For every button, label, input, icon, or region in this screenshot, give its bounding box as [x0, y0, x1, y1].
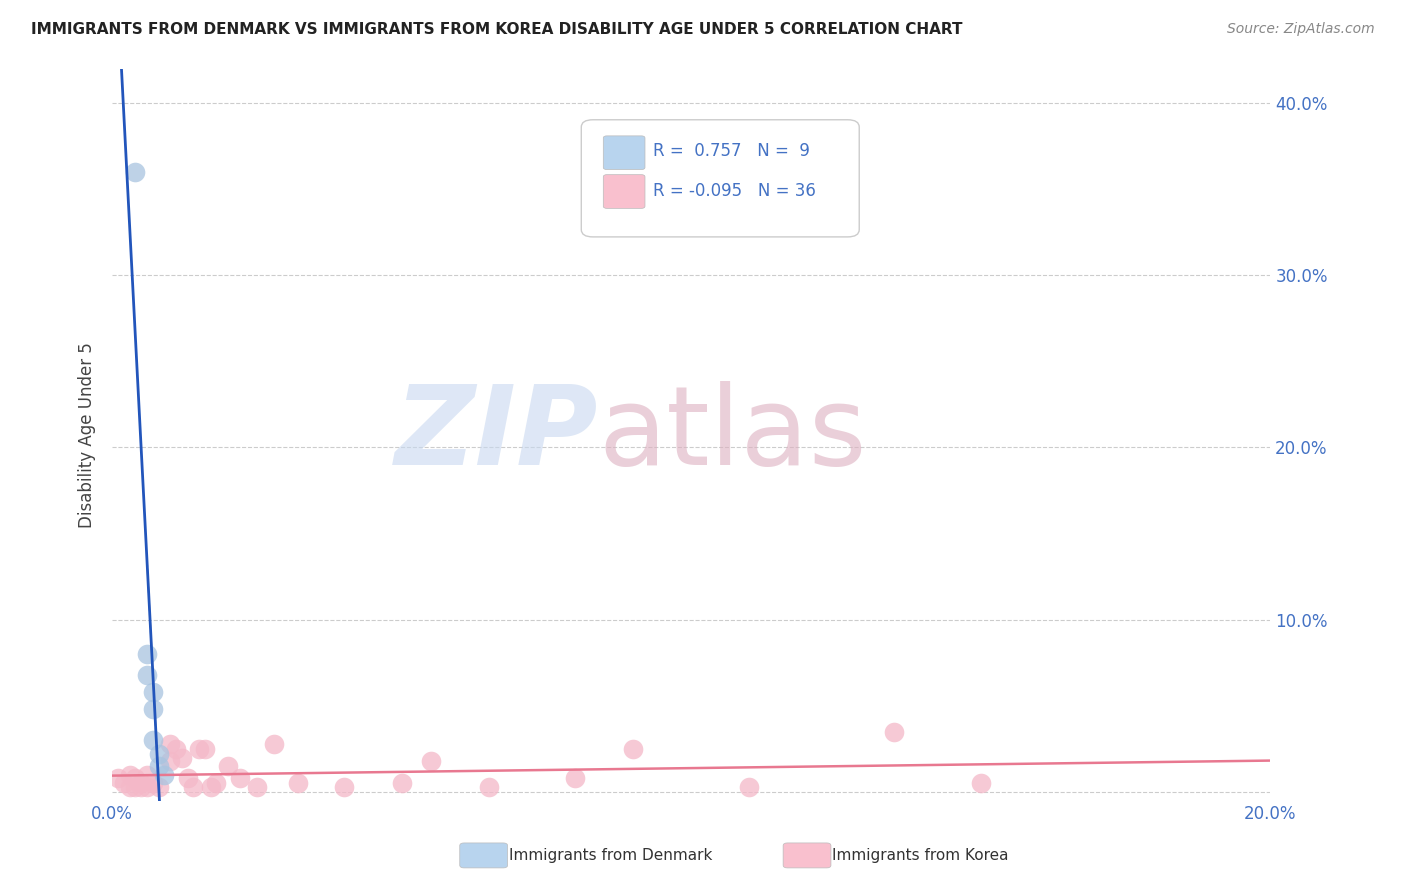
Text: Source: ZipAtlas.com: Source: ZipAtlas.com — [1227, 22, 1375, 37]
Point — [170, 750, 193, 764]
Text: Immigrants from Denmark: Immigrants from Denmark — [509, 848, 713, 863]
Point — [148, 747, 170, 761]
Point — [142, 733, 165, 747]
Point — [118, 780, 141, 794]
Point — [205, 776, 228, 790]
Text: ZIP: ZIP — [395, 381, 599, 488]
Point — [217, 759, 239, 773]
Point — [124, 780, 146, 794]
Point — [738, 780, 761, 794]
Text: IMMIGRANTS FROM DENMARK VS IMMIGRANTS FROM KOREA DISABILITY AGE UNDER 5 CORRELAT: IMMIGRANTS FROM DENMARK VS IMMIGRANTS FR… — [31, 22, 963, 37]
Point — [165, 742, 187, 756]
Point — [142, 702, 165, 716]
Point — [478, 780, 501, 794]
Point — [883, 724, 905, 739]
Text: R = -0.095   N = 36: R = -0.095 N = 36 — [654, 182, 815, 200]
FancyBboxPatch shape — [603, 175, 645, 209]
Point — [124, 771, 146, 785]
Point — [124, 165, 146, 179]
Point — [142, 776, 165, 790]
Point — [136, 668, 159, 682]
Point — [129, 780, 152, 794]
Point — [194, 742, 217, 756]
Point — [419, 754, 441, 768]
Point — [153, 768, 176, 782]
Point — [246, 780, 269, 794]
Point — [287, 776, 309, 790]
Text: Immigrants from Korea: Immigrants from Korea — [832, 848, 1010, 863]
Point — [333, 780, 356, 794]
Point — [159, 754, 181, 768]
Point — [107, 771, 129, 785]
Point — [263, 737, 285, 751]
FancyBboxPatch shape — [603, 136, 645, 169]
Point — [129, 776, 152, 790]
Point — [142, 685, 165, 699]
Point — [181, 780, 204, 794]
Point — [112, 776, 135, 790]
Point — [136, 768, 159, 782]
Point — [188, 742, 211, 756]
Point — [148, 780, 170, 794]
Point — [621, 742, 644, 756]
Point — [118, 768, 141, 782]
Point — [136, 780, 159, 794]
Point — [564, 771, 586, 785]
Text: atlas: atlas — [599, 381, 868, 488]
Y-axis label: Disability Age Under 5: Disability Age Under 5 — [79, 342, 96, 527]
Point — [148, 759, 170, 773]
FancyBboxPatch shape — [581, 120, 859, 237]
Text: R =  0.757   N =  9: R = 0.757 N = 9 — [654, 142, 810, 161]
Point — [970, 776, 993, 790]
Point — [176, 771, 198, 785]
Point — [159, 737, 181, 751]
Point — [391, 776, 413, 790]
Point — [228, 771, 250, 785]
Point — [200, 780, 222, 794]
Point — [136, 647, 159, 661]
